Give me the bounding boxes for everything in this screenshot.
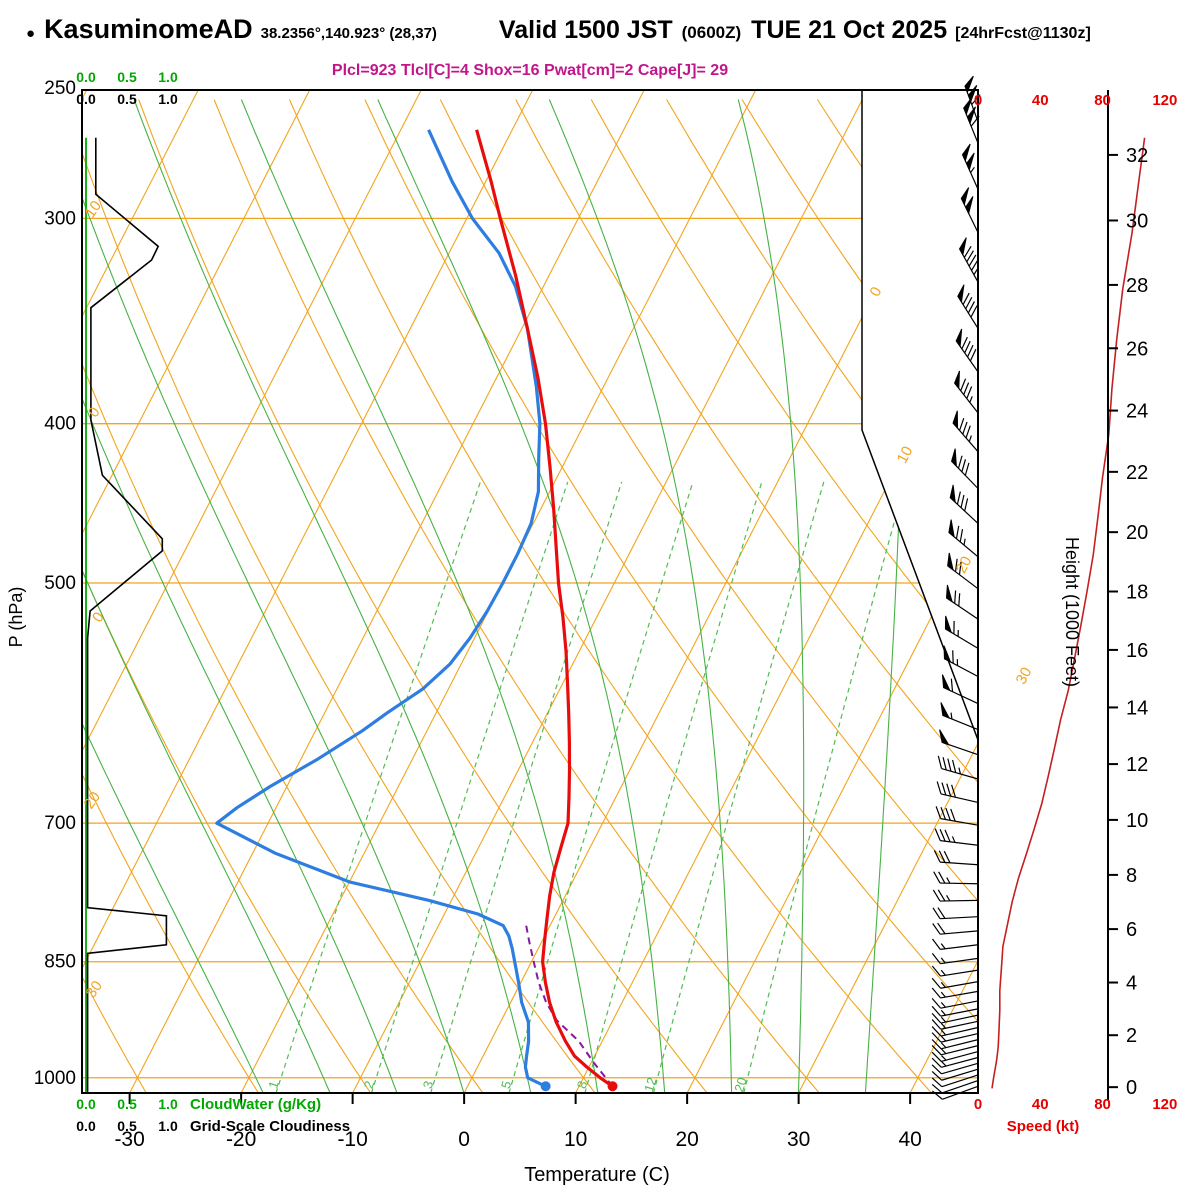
temperature-tick-label: -30 (114, 1128, 144, 1151)
height-tick-label: 32 (1126, 145, 1148, 167)
profiles (85, 129, 618, 1092)
mixing-ratio-label: 20 (731, 1076, 750, 1094)
forecast-tag: [24hrFcst@1130z] (955, 25, 1091, 42)
speed-tick-label-bottom: 120 (1152, 1096, 1177, 1113)
grid-lines (82, 90, 978, 1093)
wind-barbs (931, 75, 981, 1100)
valid-time-utc: (0600Z) (681, 23, 742, 42)
adiabat-label: 0 (85, 404, 104, 421)
height-tick-label: 6 (1126, 919, 1137, 941)
temperature-tick-label: 30 (787, 1128, 810, 1151)
height-tick-label: 26 (1126, 338, 1148, 360)
pressure-tick-label: 400 (44, 414, 76, 435)
sounding-indices: Plcl=923 Tlcl[C]=4 Shox=16 Pwat[cm]=2 Ca… (331, 62, 729, 79)
speed-tick-label-top: 0 (974, 92, 982, 109)
cloudiness-scale-bottom: 0.5 (117, 1118, 137, 1134)
height-tick-label: 28 (1126, 275, 1148, 297)
cloudiness-scale-top: 1.0 (158, 91, 178, 107)
cloudwater-scale-bottom: 0.5 (117, 1096, 137, 1112)
plot-border (81, 89, 1109, 1100)
cloudiness-legend: Grid-Scale Cloudiness (190, 1118, 350, 1135)
height-tick-label: 0 (1126, 1077, 1137, 1099)
station-name: KasuminomeAD (44, 14, 253, 44)
height-tick-label: 4 (1126, 973, 1137, 995)
cloud-fraction-profile (86, 137, 168, 1092)
height-tick-label: 30 (1126, 210, 1148, 232)
temperature-curve (475, 129, 614, 1088)
height-tick-label: 18 (1126, 581, 1148, 603)
mixing-ratio-label: 5 (498, 1079, 514, 1090)
valid-date: TUE 21 Oct 2025 (751, 16, 948, 44)
pressure-tick-label: 500 (44, 573, 76, 594)
speed-tick-label-top: 120 (1152, 92, 1177, 109)
height-tick-label: 8 (1126, 865, 1137, 887)
cloudwater-scale-bottom: 0.0 (76, 1096, 96, 1112)
adiabat-label: 0 (89, 609, 108, 626)
surface-dewpoint-dot (540, 1081, 551, 1092)
isotherm-label: 30 (1013, 665, 1036, 688)
temperature-tick-label: 20 (675, 1128, 698, 1151)
cloudwater-scale-top: 0.0 (76, 69, 96, 85)
mixing-ratio-label: 1 (265, 1079, 281, 1090)
pressure-tick-label: 1000 (34, 1068, 76, 1089)
adiabat-label: 10 (82, 198, 105, 221)
station-marker-dot: ● (26, 25, 36, 42)
height-tick-label: 20 (1126, 522, 1148, 544)
cloudwater-scale-top: 0.5 (117, 69, 137, 85)
height-tick-label: 12 (1126, 754, 1148, 776)
cloudwater-scale-bottom: 1.0 (158, 1096, 178, 1112)
cloudiness-scale-top: 0.5 (117, 91, 137, 107)
mixing-ratio-label: 2 (361, 1079, 377, 1090)
isotherm-label: 10 (894, 444, 917, 467)
height-tick-label: 22 (1126, 462, 1148, 484)
speed-tick-label-top: 80 (1094, 92, 1111, 109)
temperature-tick-label: 40 (898, 1128, 921, 1151)
dewpoint-curve (215, 129, 547, 1088)
mixing-ratio-label: 3 (420, 1079, 436, 1090)
temperature-axis-title: Temperature (C) (524, 1164, 670, 1186)
mixing-ratio-label: 8 (574, 1079, 590, 1090)
pressure-tick-label: 300 (44, 208, 76, 229)
adiabat-label: 30 (83, 978, 106, 1001)
mixing-ratio-label: 12 (641, 1076, 660, 1094)
surface-temperature-dot (607, 1081, 618, 1092)
wind-speed-curve (991, 137, 1146, 1089)
temperature-tick-label: -10 (337, 1128, 367, 1151)
isotherm-label: 0 (867, 284, 886, 299)
height-tick-label: 10 (1126, 810, 1148, 832)
speed-tick-label-bottom: 40 (1032, 1096, 1049, 1113)
cloudwater-scale-top: 1.0 (158, 69, 178, 85)
valid-time: Valid 1500 JST (498, 16, 673, 44)
title-bar: ● KasuminomeAD 38.2356°,140.923° (28,37)… (26, 14, 1091, 45)
parcel-curve (524, 922, 614, 1087)
pressure-tick-label: 850 (44, 952, 76, 973)
adiabat-label: 20 (81, 789, 104, 812)
pressure-tick-label: 250 (44, 78, 76, 99)
speed-tick-label-bottom: 80 (1094, 1096, 1111, 1113)
height-axis-title: Height (1000 Feet) (1062, 537, 1082, 687)
cloudiness-scale-top: 0.0 (76, 91, 96, 107)
cloudiness-scale-bottom: 0.0 (76, 1118, 96, 1134)
speed-tick-label-top: 40 (1032, 92, 1049, 109)
height-tick-label: 24 (1126, 401, 1148, 423)
temperature-tick-label: -20 (226, 1128, 256, 1151)
speed-axis-title: Speed (kt) (1007, 1118, 1080, 1135)
temperature-tick-label: 0 (458, 1128, 470, 1151)
pressure-tick-label: 700 (44, 813, 76, 834)
height-tick-label: 16 (1126, 640, 1148, 662)
cloudwater-legend: CloudWater (g/Kg) (190, 1096, 321, 1113)
height-tick-label: 14 (1126, 697, 1148, 719)
speed-tick-label-bottom: 0 (974, 1096, 982, 1113)
temperature-tick-label: 10 (564, 1128, 587, 1151)
pressure-axis-title: P (hPa) (6, 587, 26, 648)
cloudiness-scale-bottom: 1.0 (158, 1118, 178, 1134)
height-tick-label: 2 (1126, 1025, 1137, 1047)
station-coords: 38.2356°,140.923° (28,37) (260, 25, 437, 42)
isotherm-label: 20 (953, 554, 976, 577)
